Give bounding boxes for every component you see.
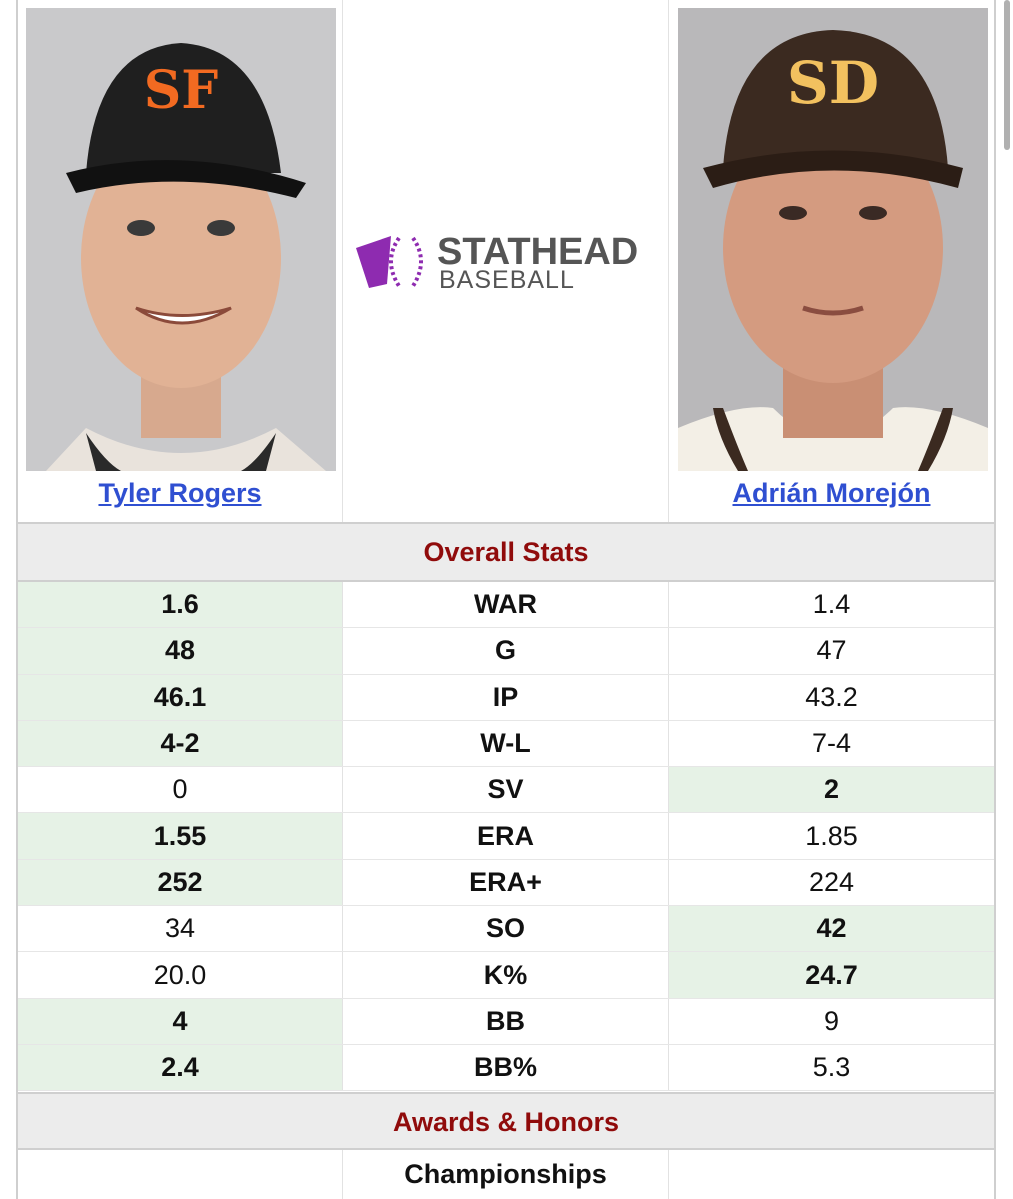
- stat-row-so: 34 SO 42: [18, 906, 994, 953]
- player-link-adrian-morejon[interactable]: Adrián Morejón: [732, 478, 931, 508]
- stat-left-value: 34: [18, 906, 343, 952]
- comparison-table: [16, 0, 996, 1199]
- stat-right-value: 9: [823, 1005, 840, 1036]
- stathead-baseball-logo[interactable]: STATHEAD BASEBALL: [351, 228, 666, 294]
- stat-right-value: 1.4: [812, 589, 851, 620]
- championships-label: Championships: [343, 1150, 669, 1199]
- stat-label-value: SV: [343, 767, 669, 813]
- stat-right-value: 224: [808, 866, 855, 897]
- championships-right: [669, 1150, 994, 1199]
- stat-left-value: 0: [18, 767, 343, 813]
- stat-left-value: 20.0: [18, 952, 343, 998]
- svg-text:STATHEAD: STATHEAD: [437, 231, 638, 273]
- stat-row-ip: 46.1 IP 43.2: [18, 674, 994, 721]
- stat-left-value: 4-2: [18, 720, 343, 767]
- stat-row-era: 1.55 ERA 1.85: [18, 813, 994, 860]
- championships-left: [18, 1150, 343, 1199]
- stat-left-value: 1.55: [18, 813, 343, 859]
- stat-row-w-l: 4-2 W-L 7-4: [18, 720, 994, 768]
- stat-row-bb: 4 BB 9: [18, 998, 994, 1045]
- stat-right-value: 2: [669, 767, 994, 813]
- stat-label-value: IP: [343, 674, 669, 720]
- right-player-photo: SD: [678, 8, 988, 471]
- stat-label-value: SO: [343, 906, 669, 952]
- stat-label-value: BB: [343, 998, 669, 1044]
- overall-stats-heading: Overall Stats: [18, 522, 994, 582]
- stat-label-value: ERA+: [343, 859, 669, 906]
- adrian-morejon-headshot-icon: SD: [678, 8, 988, 471]
- right-player-cell: SD Adrián Morejón: [669, 0, 994, 522]
- stat-label-value: ERA: [343, 813, 669, 859]
- svg-text:SF: SF: [144, 60, 219, 121]
- scrollbar[interactable]: [1004, 0, 1010, 150]
- stat-right-value: 42: [669, 906, 994, 952]
- stat-left-value: 1.6: [18, 582, 343, 628]
- stat-left-value: 2.4: [18, 1044, 343, 1091]
- stat-row-k-: 20.0 K% 24.7: [18, 952, 994, 999]
- player-link-tyler-rogers[interactable]: Tyler Rogers: [98, 478, 262, 508]
- stat-right-value: 7-4: [811, 728, 852, 759]
- stat-right-value: 47: [816, 635, 847, 666]
- stat-row-bb-: 2.4 BB% 5.3: [18, 1044, 994, 1092]
- left-player-cell: SF Tyler Rogers: [18, 0, 343, 522]
- stat-right-value: 5.3: [812, 1052, 851, 1083]
- logo-cell: STATHEAD BASEBALL: [343, 0, 669, 522]
- svg-text:BASEBALL: BASEBALL: [439, 266, 575, 294]
- tyler-rogers-headshot-icon: SF: [26, 8, 336, 471]
- player-header-row: SF Tyler Rogers STATHEAD BASEBALL: [16, 0, 996, 522]
- stat-row-war: 1.6 WAR 1.4: [18, 582, 994, 629]
- stat-left-value: 4: [18, 998, 343, 1044]
- stats-table: 1.6 WAR 1.4 48 G 47 46.1 IP 43.2 4-2 W-L 7-4 0 SV 2 1.5…: [18, 582, 994, 1092]
- stat-label-value: W-L: [343, 720, 669, 767]
- stat-label-value: WAR: [343, 582, 669, 628]
- stat-row-era-: 252 ERA+ 224: [18, 859, 994, 907]
- championships-row: Championships: [18, 1150, 994, 1199]
- stat-label-value: K%: [343, 952, 669, 998]
- stat-label-value: G: [343, 628, 669, 674]
- stat-right-value: 43.2: [805, 681, 858, 712]
- stat-left-value: 46.1: [18, 674, 343, 720]
- awards-heading: Awards & Honors: [18, 1092, 994, 1150]
- stat-label-value: BB%: [343, 1044, 669, 1091]
- left-player-photo: SF: [26, 8, 336, 471]
- stat-row-sv: 0 SV 2: [18, 767, 994, 814]
- stat-left-value: 252: [18, 859, 343, 906]
- stat-left-value: 48: [18, 628, 343, 674]
- stat-right-value: 1.85: [805, 820, 858, 851]
- svg-text:SD: SD: [787, 49, 879, 117]
- stat-right-value: 24.7: [669, 952, 994, 998]
- stat-row-g: 48 G 47: [18, 628, 994, 675]
- stathead-logo-icon: STATHEAD BASEBALL: [356, 231, 638, 294]
